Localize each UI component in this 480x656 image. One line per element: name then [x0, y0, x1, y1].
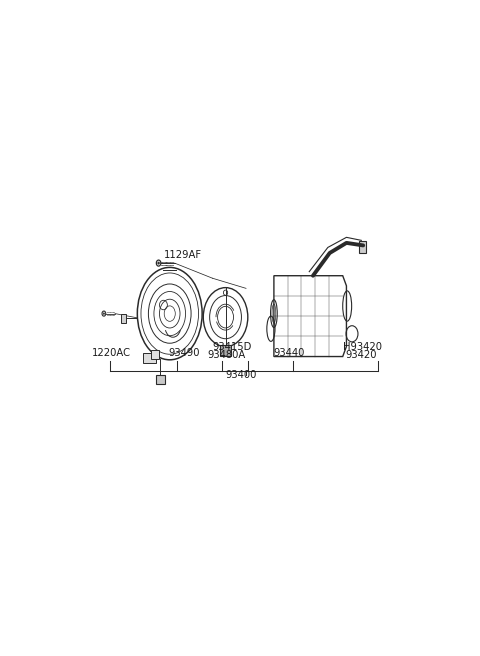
- Text: 93400: 93400: [226, 370, 257, 380]
- Text: 93415D: 93415D: [213, 342, 252, 352]
- Bar: [220, 345, 231, 356]
- Bar: [156, 375, 165, 384]
- Text: 1220AC: 1220AC: [92, 348, 131, 358]
- Text: 93480A: 93480A: [207, 350, 245, 359]
- Text: 93420: 93420: [346, 350, 377, 359]
- Text: 93440: 93440: [273, 348, 304, 358]
- Text: 93490: 93490: [168, 348, 199, 358]
- Polygon shape: [143, 353, 156, 363]
- Polygon shape: [151, 350, 159, 359]
- Ellipse shape: [158, 262, 159, 264]
- Bar: [360, 241, 366, 253]
- Ellipse shape: [103, 313, 105, 314]
- Text: H93420: H93420: [343, 342, 382, 352]
- Text: 1129AF: 1129AF: [164, 250, 202, 260]
- Bar: [121, 314, 126, 323]
